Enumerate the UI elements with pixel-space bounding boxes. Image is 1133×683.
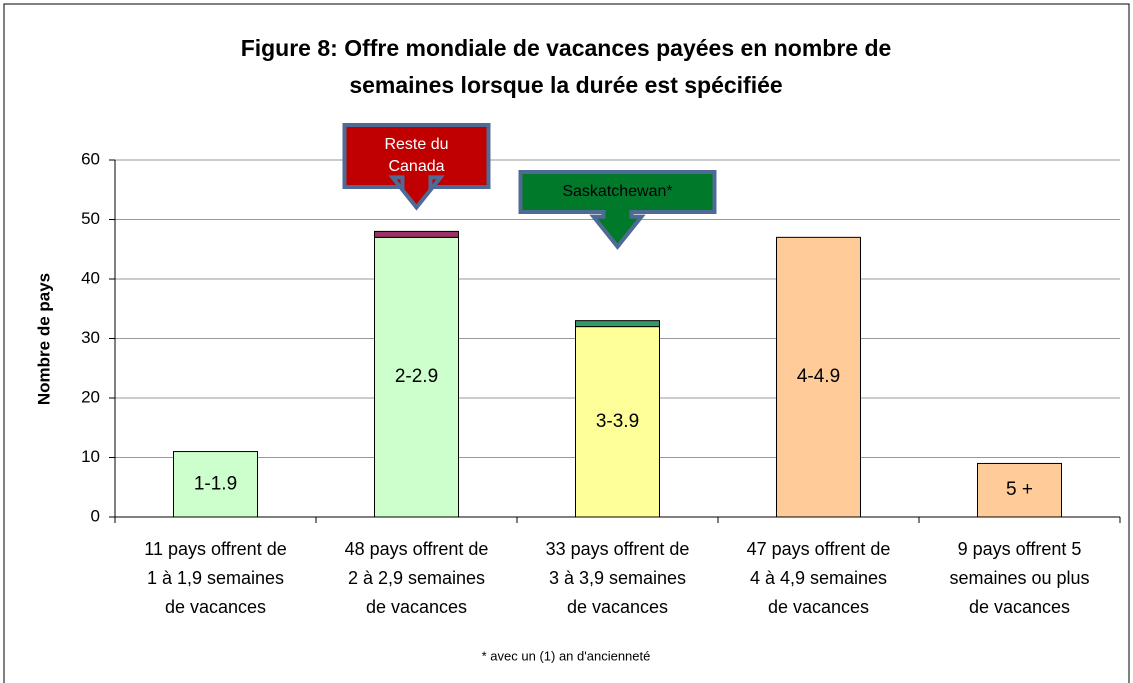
bar [374,230,459,238]
x-tick-label: 9 pays offrent 5 [958,539,1082,559]
y-tick-label: 60 [81,149,100,168]
bar [977,462,1062,518]
x-tick-label: 3 à 3,9 semaines [549,568,686,588]
bar-label: 5 + [1006,479,1033,500]
chart-title: semaines lorsque la durée est spécifiée [349,72,782,98]
callout-label: Reste du Canada [384,136,448,175]
bar [374,236,459,518]
y-tick-label: 0 [91,506,100,525]
callout [342,123,491,211]
x-tick-label: de vacances [165,597,266,617]
y-tick-label: 10 [81,447,100,466]
x-tick-label: de vacances [969,597,1070,617]
x-tick-label: 11 pays offrent de [144,539,286,559]
x-tick-label: 47 pays offrent de [747,539,891,559]
bar-label: 3-3.9 [596,411,639,432]
y-tick-label: 20 [81,387,100,406]
y-tick-label: 40 [81,268,100,287]
x-tick-label: 2 à 2,9 semaines [348,568,485,588]
x-tick-label: 33 pays offrent de [546,539,690,559]
x-tick-label: de vacances [768,597,869,617]
bar-label: 4-4.9 [797,366,840,387]
footnote: * avec un (1) an d'ancienneté [482,648,651,663]
bar-label: 1-1.9 [194,473,237,494]
y-axis-label: Nombre de pays [34,273,53,405]
x-tick-label: de vacances [366,597,467,617]
chart-border [3,3,1130,683]
callout [518,170,717,250]
bar [575,320,660,328]
x-tick-label: semaines ou plus [949,568,1089,588]
y-tick-label: 30 [81,328,100,347]
chart-title: Figure 8: Offre mondiale de vacances pay… [241,35,892,61]
bar [173,451,258,518]
y-tick-label: 50 [81,209,100,228]
bar [776,236,861,518]
x-tick-label: de vacances [567,597,668,617]
bar-label: 2-2.9 [395,366,438,387]
bar [575,326,660,518]
callout-label: Saskatchewan* [562,183,672,200]
x-tick-label: 48 pays offrent de [345,539,489,559]
x-tick-label: 4 à 4,9 semaines [750,568,887,588]
x-tick-label: 1 à 1,9 semaines [147,568,284,588]
